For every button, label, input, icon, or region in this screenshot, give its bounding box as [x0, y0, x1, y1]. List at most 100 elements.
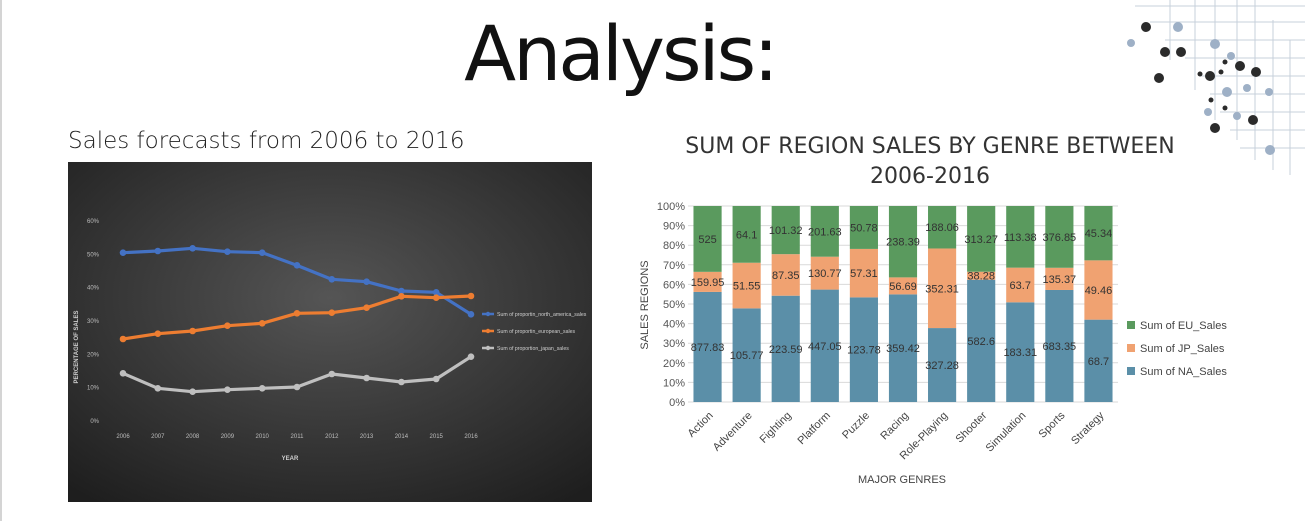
line-point	[154, 385, 162, 392]
bar-legend-swatch	[1127, 367, 1135, 375]
line-x-tick-label: 2012	[325, 434, 339, 440]
line-x-tick-label: 2010	[256, 434, 270, 440]
slide-title: Analysis:	[464, 9, 779, 98]
bar-segment	[849, 297, 878, 402]
bar-data-label: 64.1	[736, 229, 757, 241]
bar-data-label: 130.77	[808, 268, 842, 280]
line-point	[467, 292, 475, 300]
bar-legend-label: Sum of EU_Sales	[1140, 320, 1227, 332]
bar-data-label: 376.85	[1043, 232, 1077, 244]
line-point	[293, 262, 301, 269]
bar-x-axis-label: MAJOR GENRES	[858, 474, 946, 486]
bar-y-tick-label: 50%	[663, 299, 685, 311]
line-legend-label: Sum of proportion_japan_sales	[497, 346, 569, 352]
stacked-bar-chart: 877.83 159.95 525 105.77 51.55 64.1 223.59 87.3…	[639, 201, 1227, 486]
bar-data-label: 238.39	[886, 237, 920, 249]
bar-segment	[1084, 260, 1113, 320]
bar-y-tick-label: 0%	[669, 397, 685, 409]
bar-segment	[967, 279, 996, 402]
bar-x-tick-label: Simulation	[984, 410, 1029, 455]
line-point	[467, 353, 475, 360]
line-point	[224, 248, 231, 255]
bar-segment	[1084, 206, 1113, 261]
bar-x-tick-label: Sports	[1037, 409, 1068, 440]
line-legend-label: Sum of proportin_north_america_sales	[497, 312, 587, 318]
bar-x-tick-label: Shooter	[954, 409, 990, 445]
bar-y-tick-label: 60%	[663, 279, 685, 291]
bar-segment	[693, 291, 722, 402]
bar-data-label: 201.63	[808, 226, 842, 238]
bar-data-label: 113.38	[1004, 232, 1037, 244]
line-x-tick-label: 2006	[116, 434, 130, 440]
line-point	[363, 304, 370, 311]
bar-segment	[771, 295, 800, 402]
decorative-dots-graphic	[1127, 0, 1305, 175]
bar-y-tick-label: 20%	[663, 358, 685, 370]
line-point	[293, 383, 301, 391]
bar-chart-title-line1: SUM OF REGION SALES BY GENRE BETWEEN	[685, 134, 1175, 159]
bar-data-label: 582.6	[967, 336, 995, 348]
bar-segment	[771, 254, 800, 296]
line-point	[432, 375, 440, 383]
line-point	[258, 249, 266, 256]
bar-y-tick-label: 100%	[657, 201, 685, 213]
bar-data-label: 183.31	[1003, 347, 1037, 359]
bar-data-label: 50.78	[850, 222, 878, 234]
bar-segment	[849, 248, 878, 298]
line-x-tick-label: 2009	[221, 434, 235, 440]
bar-y-tick-label: 70%	[663, 260, 685, 272]
bar-data-label: 123.78	[847, 345, 881, 357]
bar-y-tick-label: 30%	[663, 338, 685, 350]
bar-y-axis-label: SALES REGIONS	[639, 260, 651, 349]
bar-segment	[1006, 267, 1035, 303]
line-legend-label: Sum of proportin_european_sales	[497, 329, 576, 335]
line-point	[189, 388, 196, 395]
bar-segment	[732, 206, 761, 263]
line-legend-marker	[485, 328, 491, 334]
line-y-tick-label: 20%	[87, 352, 100, 358]
bar-chart-title: SUM OF REGION SALES BY GENRE BETWEEN 200…	[680, 132, 1180, 192]
bar-segment	[967, 206, 996, 272]
bar-data-label: 359.42	[886, 343, 920, 355]
bar-segment	[967, 271, 996, 280]
bar-legend-label: Sum of NA_Sales	[1140, 366, 1227, 378]
bar-segment	[928, 248, 957, 329]
bar-segment	[1045, 267, 1074, 290]
line-point	[154, 247, 162, 255]
bar-segment	[1045, 289, 1074, 402]
bar-data-label: 159.95	[691, 277, 725, 289]
bar-data-label: 105.77	[730, 350, 764, 362]
bar-segment	[928, 206, 957, 249]
line-point	[119, 370, 127, 377]
bar-data-label: 352.31	[925, 283, 959, 295]
bar-segment	[1006, 206, 1035, 268]
bar-data-label: 45.34	[1085, 228, 1113, 240]
bar-chart-title-line2: 2006-2016	[870, 164, 990, 189]
line-y-tick-label: 30%	[87, 319, 100, 325]
bar-x-tick-label: Racing	[878, 410, 911, 443]
bar-segment	[849, 206, 878, 249]
bar-data-label: 683.35	[1043, 341, 1077, 353]
bar-data-label: 51.55	[733, 281, 761, 293]
bar-x-tick-label: Puzzle	[840, 410, 872, 442]
slide-edge	[0, 0, 2, 521]
y-axis-label: PERCENTAGE OF SALES	[74, 311, 80, 384]
line-x-tick-label: 2016	[464, 434, 478, 440]
bar-segment	[888, 206, 918, 278]
line-point	[293, 310, 301, 317]
line-x-tick-label: 2013	[360, 434, 374, 440]
line-chart-caption: Sales forecasts from 2006 to 2016	[68, 128, 465, 154]
bar-segment	[1084, 319, 1113, 402]
line-legend-marker	[485, 311, 491, 317]
line-y-tick-label: 60%	[87, 219, 100, 225]
bar-segment	[888, 277, 918, 295]
bar-segment	[810, 289, 839, 402]
bar-data-label: 87.35	[772, 270, 800, 282]
line-x-tick-label: 2015	[430, 434, 444, 440]
bar-segment	[810, 206, 839, 257]
bar-segment	[732, 262, 761, 309]
bar-data-label: 188.06	[925, 222, 959, 234]
bar-data-label: 135.37	[1043, 274, 1077, 286]
line-x-tick-label: 2011	[291, 434, 305, 440]
bar-data-label: 63.7	[1010, 280, 1031, 292]
